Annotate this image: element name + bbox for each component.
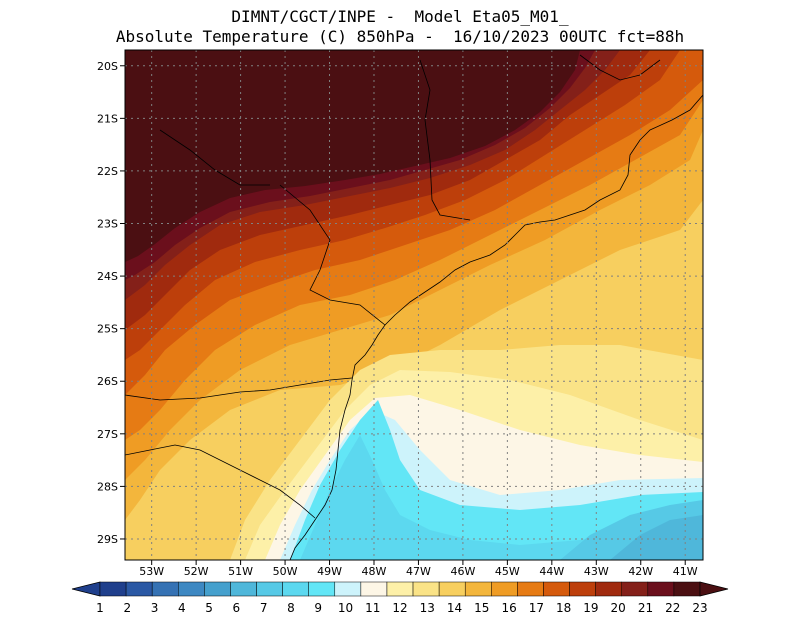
lon-tick-label-12: 41W: [673, 565, 698, 578]
colorbar-label-21: 22: [665, 601, 680, 615]
lon-tick-label-7: 46W: [450, 565, 475, 578]
plot-frame: [124, 49, 704, 561]
title-line-1: DIMNT/CGCT/INPE - Model Eta05_M01_: [231, 7, 569, 26]
colorbar-arrow-right: [699, 581, 729, 597]
colorbar-swatch-20: [621, 581, 649, 597]
colorbar-label-15: 16: [501, 601, 516, 615]
lat-tick-label-2: 22S: [97, 165, 118, 178]
state-boundary-2: [125, 444, 316, 519]
colorbar-label-17: 18: [556, 601, 571, 615]
colorbar-label-1: 2: [123, 601, 131, 615]
lat-tick-label-5: 25S: [97, 323, 118, 336]
lat-tick-label-4: 24S: [97, 270, 118, 283]
colorbar-label-22: 23: [692, 601, 707, 615]
lon-tick-label-5: 48W: [362, 565, 387, 578]
field-band-23: [125, 50, 580, 262]
colorbar-swatch-15: [491, 581, 518, 597]
lat-tick-label-1: 21S: [97, 112, 118, 125]
colorbar-label-18: 19: [583, 601, 598, 615]
colorbar-swatch-11: [386, 581, 414, 597]
colorbar: 1 2 3 4 5 6 7 8 9 10 11 12 13 14 15 16 17 18 19 20 21 22 23: [71, 581, 729, 615]
lat-tick-label-3: 23S: [97, 218, 118, 231]
colorbar-swatch-3: [178, 581, 205, 597]
colorbar-swatch-14: [464, 581, 492, 597]
state-boundary-4: [419, 59, 471, 221]
lon-tick-label-0: 53W: [139, 565, 164, 578]
colorbar-label-13: 14: [447, 601, 462, 615]
colorbar-swatch-2: [151, 581, 179, 597]
colorbar-swatch-1: [125, 581, 153, 597]
colorbar-swatch-18: [569, 581, 596, 597]
temperature-field: [125, 50, 703, 560]
lon-tick-label-2: 51W: [228, 565, 253, 578]
lat-ticks: 20S 21S 22S 23S 24S 25S 26S 27S 28S 29S: [97, 60, 125, 546]
colorbar-swatch-17: [543, 581, 570, 597]
colorbar-label-20: 21: [638, 601, 653, 615]
colorbar-label-11: 12: [392, 601, 407, 615]
colorbar-swatch-9: [334, 581, 362, 597]
lat-tick-label-8: 28S: [97, 480, 118, 493]
lat-tick-label-9: 29S: [97, 533, 118, 546]
colorbar-label-16: 17: [529, 601, 544, 615]
colorbar-label-6: 7: [260, 601, 268, 615]
colorbar-label-12: 13: [420, 601, 435, 615]
colorbar-swatch-6: [256, 581, 283, 597]
colorbar-label-19: 20: [611, 601, 626, 615]
state-boundary-6: [159, 129, 270, 186]
coastline: [289, 94, 703, 560]
colorbar-swatch-7: [282, 581, 309, 597]
colorbar-swatch-0: [99, 581, 127, 597]
colorbar-label-8: 9: [314, 601, 322, 615]
colorbar-swatch-4: [204, 581, 231, 597]
colorbar-arrow-left: [71, 581, 101, 597]
lon-tick-label-9: 44W: [539, 565, 564, 578]
lon-tick-label-4: 49W: [317, 565, 342, 578]
lon-tick-label-8: 45W: [495, 565, 520, 578]
lon-tick-label-3: 50W: [273, 565, 298, 578]
lon-tick-label-6: 47W: [406, 565, 431, 578]
colorbar-swatch-19: [595, 581, 622, 597]
lat-tick-label-0: 20S: [97, 60, 118, 73]
lon-tick-label-1: 52W: [184, 565, 209, 578]
state-boundary-3: [279, 184, 386, 326]
field-band-6: [610, 515, 703, 560]
colorbar-label-10: 11: [365, 601, 380, 615]
lon-tick-label-10: 43W: [584, 565, 609, 578]
grid-lines: [125, 50, 703, 560]
colorbar-label-14: 15: [474, 601, 489, 615]
colorbar-label-7: 8: [287, 601, 295, 615]
colorbar-label-3: 4: [178, 601, 186, 615]
colorbar-swatch-16: [517, 581, 544, 597]
field-band-8: [300, 435, 703, 560]
state-boundary-5: [579, 54, 661, 81]
lon-ticks: 53W 52W 51W 50W 49W 48W 47W 46W 45W 44W 43W 42W 41W: [139, 560, 698, 578]
colorbar-label-4: 5: [205, 601, 213, 615]
colorbar-swatch-5: [230, 581, 257, 597]
lon-tick-label-11: 42W: [628, 565, 653, 578]
colorbar-swatch-13: [438, 581, 466, 597]
colorbar-label-5: 6: [233, 601, 241, 615]
colorbar-swatch-8: [308, 581, 336, 597]
lat-tick-label-7: 27S: [97, 428, 118, 441]
colorbar-label-9: 10: [338, 601, 353, 615]
colorbar-label-0: 1: [96, 601, 104, 615]
colorbar-swatch-21: [647, 581, 675, 597]
title-line-2: Absolute Temperature (C) 850hPa - 16/10/…: [115, 27, 685, 46]
colorbar-swatch-10: [360, 581, 388, 597]
lat-tick-label-6: 26S: [97, 375, 118, 388]
colorbar-swatch-12: [412, 581, 440, 597]
colorbar-label-2: 3: [151, 601, 159, 615]
colorbar-swatch-22: [673, 581, 701, 597]
